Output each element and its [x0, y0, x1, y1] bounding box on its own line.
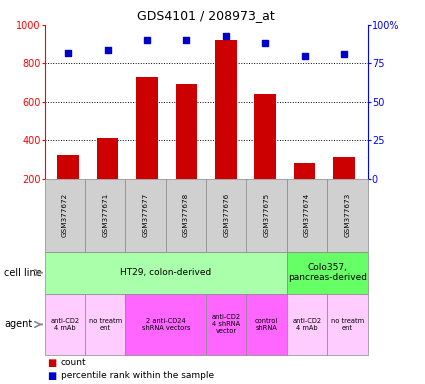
- Text: no treatm
ent: no treatm ent: [89, 318, 122, 331]
- Text: no treatm
ent: no treatm ent: [331, 318, 364, 331]
- Text: GSM377673: GSM377673: [344, 193, 351, 237]
- Point: [301, 53, 308, 59]
- Bar: [215, 40, 237, 217]
- Text: GSM377672: GSM377672: [62, 193, 68, 237]
- Text: control
shRNA: control shRNA: [255, 318, 278, 331]
- Text: GSM377678: GSM377678: [183, 193, 189, 237]
- Point: [222, 33, 229, 39]
- Text: 2 anti-CD24
shRNA vectors: 2 anti-CD24 shRNA vectors: [142, 318, 190, 331]
- Text: HT29, colon-derived: HT29, colon-derived: [120, 268, 211, 277]
- Point: [340, 51, 347, 57]
- Bar: [176, 84, 197, 217]
- Text: GSM377674: GSM377674: [304, 193, 310, 237]
- Point: [183, 37, 190, 43]
- Title: GDS4101 / 208973_at: GDS4101 / 208973_at: [137, 9, 275, 22]
- Point: [262, 40, 269, 46]
- Point: [144, 37, 150, 43]
- Text: GSM377671: GSM377671: [102, 193, 108, 237]
- Text: GSM377675: GSM377675: [264, 193, 270, 237]
- Text: cell line: cell line: [4, 268, 42, 278]
- Bar: [97, 138, 119, 217]
- Text: Colo357,
pancreas-derived: Colo357, pancreas-derived: [288, 263, 367, 282]
- Bar: [136, 77, 158, 217]
- Text: anti-CD2
4 shRNA
vector: anti-CD2 4 shRNA vector: [212, 314, 241, 334]
- Point: [65, 50, 72, 56]
- Text: agent: agent: [4, 319, 32, 329]
- Text: GSM377676: GSM377676: [223, 193, 230, 237]
- Point: [104, 46, 111, 53]
- Text: percentile rank within the sample: percentile rank within the sample: [61, 371, 214, 380]
- Text: ■: ■: [47, 358, 56, 368]
- Text: count: count: [61, 358, 86, 367]
- Bar: [255, 94, 276, 217]
- Text: GSM377677: GSM377677: [142, 193, 149, 237]
- Bar: [294, 163, 315, 217]
- Bar: [333, 157, 355, 217]
- Text: anti-CD2
4 mAb: anti-CD2 4 mAb: [292, 318, 322, 331]
- Bar: [57, 155, 79, 217]
- Text: ■: ■: [47, 371, 56, 381]
- Text: anti-CD2
4 mAb: anti-CD2 4 mAb: [50, 318, 79, 331]
